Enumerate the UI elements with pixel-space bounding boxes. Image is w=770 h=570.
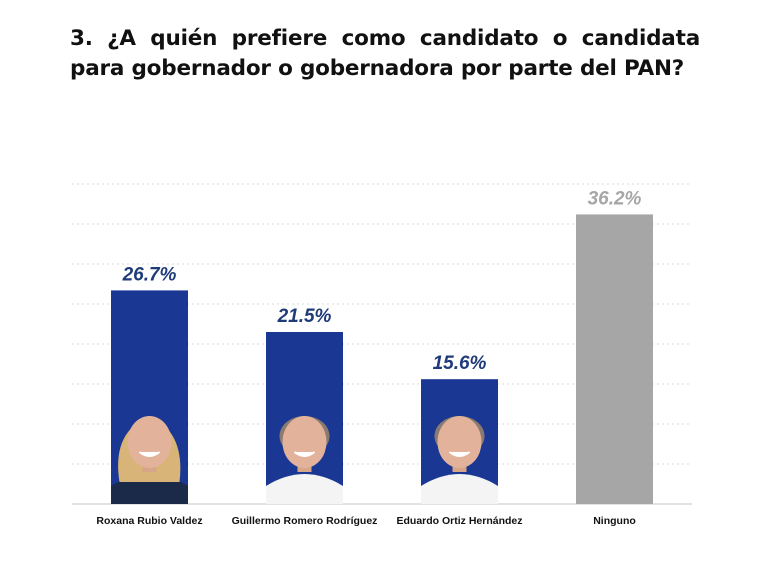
data-label: 26.7%: [122, 264, 177, 285]
category-label: Ninguno: [593, 515, 636, 527]
category-label: Guillermo Romero Rodríguez: [232, 515, 378, 527]
candidate-photo: [421, 416, 498, 504]
data-label: 15.6%: [433, 353, 487, 374]
chart-title: 3. ¿A quién prefiere como candidato o ca…: [70, 26, 700, 81]
bar: [576, 214, 653, 504]
category-label: Roxana Rubio Valdez: [96, 515, 202, 527]
bar-group: 21.5% Guillermo Romero Rodríguez: [232, 306, 378, 527]
bar-group: 26.7% Roxana Rubio Valdez: [96, 264, 202, 527]
data-label: 36.2%: [588, 188, 642, 209]
category-label: Eduardo Ortiz Hernández: [396, 515, 522, 527]
candidate-photo: [111, 416, 188, 504]
bar-group: 15.6% Eduardo Ortiz Hernández: [396, 353, 522, 527]
bar-group: 36.2% Ninguno: [576, 188, 653, 527]
candidate-photo: [266, 416, 343, 504]
data-label: 21.5%: [277, 306, 332, 327]
